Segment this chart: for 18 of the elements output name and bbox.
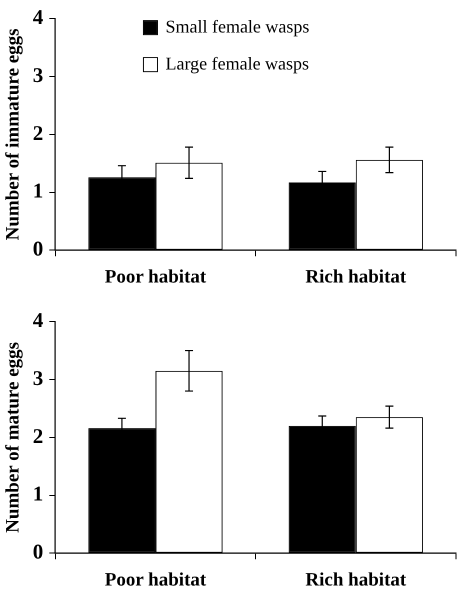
y-tick-label: 0 (32, 236, 44, 261)
y-tick-label: 1 (32, 178, 44, 203)
y-tick-label: 0 (32, 540, 44, 564)
y-tick-label: 2 (32, 120, 44, 145)
y-tick-label: 4 (32, 5, 44, 30)
y-tick-label: 4 (32, 308, 44, 332)
legend-label: Large female wasps (165, 53, 310, 74)
x-tick-label: Poor habitat (104, 570, 207, 591)
y-axis-title: Number of immature eggs (2, 28, 24, 240)
x-tick-label: Rich habitat (305, 266, 407, 288)
y-axis-title: Number of mature eggs (2, 342, 24, 533)
y-tick-label: 1 (32, 482, 44, 506)
x-tick-label: Poor habitat (104, 266, 207, 288)
legend-label: Small female wasps (165, 16, 310, 36)
y-tick-label: 3 (32, 62, 44, 87)
y-tick-label: 2 (32, 424, 44, 448)
x-tick-label: Rich habitat (305, 570, 407, 591)
y-tick-label: 3 (32, 366, 44, 390)
